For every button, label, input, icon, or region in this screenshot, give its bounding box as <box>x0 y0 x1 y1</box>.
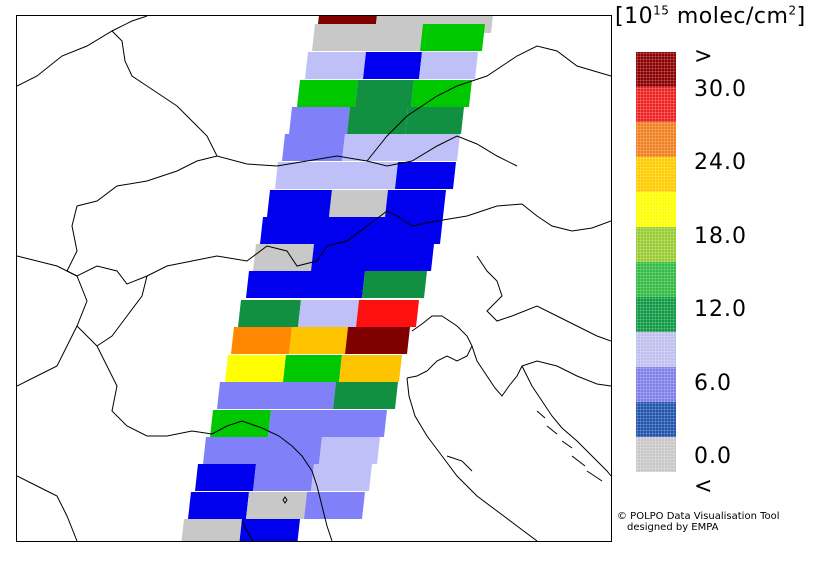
border-swiss-west <box>66 205 148 285</box>
border-austria-italy <box>411 203 611 232</box>
swath-cell <box>275 162 398 189</box>
map-canvas <box>17 16 611 541</box>
swath-cell <box>217 382 336 409</box>
swath-cell <box>195 464 256 491</box>
coast-adriatic-west <box>406 377 538 541</box>
swath-cell <box>385 190 446 217</box>
country-borders <box>17 16 611 541</box>
swath-cell <box>355 80 414 107</box>
legend-swatch <box>636 52 676 87</box>
swath-cell <box>333 382 398 409</box>
swath-cell <box>225 355 286 382</box>
legend-swatch <box>636 297 676 332</box>
swath-cell <box>405 107 464 134</box>
swath-cell <box>253 464 314 491</box>
legend-swatch <box>636 332 676 367</box>
swath-cell <box>363 52 422 79</box>
swath-cell <box>246 492 307 519</box>
legend-swatch <box>636 262 676 297</box>
swath-cell <box>238 300 301 327</box>
swath-cell <box>283 355 342 382</box>
islands-dalmatia <box>536 410 603 482</box>
swath-cell <box>188 492 249 519</box>
swath-cell <box>420 24 485 51</box>
satellite-swath <box>181 16 493 541</box>
swath-cell <box>282 134 345 161</box>
swath-cell <box>339 355 402 382</box>
swath-cell <box>231 327 292 354</box>
swath-cell <box>362 271 427 298</box>
legend-swatch <box>636 402 676 437</box>
border-rhine <box>111 30 218 157</box>
swath-cell <box>268 410 387 437</box>
swath-cell <box>347 107 408 134</box>
legend-tick-label: 18.0 <box>694 224 747 249</box>
swath-cell <box>239 519 300 541</box>
credit-line-1: © POLPO Data Visualisation Tool <box>617 511 780 522</box>
corsica-north <box>241 520 254 541</box>
legend-tick-label: 24.0 <box>694 150 747 175</box>
border-france-inner-2 <box>17 475 78 541</box>
swath-cell <box>297 80 358 107</box>
border-swiss-north <box>76 135 518 207</box>
swath-cell <box>345 327 410 354</box>
swath-cell <box>210 410 271 437</box>
legend-tick-label: 30.0 <box>694 77 747 102</box>
border-italy-san-marino <box>446 455 473 472</box>
legend-swatch <box>636 192 676 227</box>
swath-cell <box>203 437 322 464</box>
credit-text: © POLPO Data Visualisation Tool designed… <box>617 511 780 533</box>
swath-cell <box>181 519 242 541</box>
legend-swatch <box>636 227 676 262</box>
legend-swatch <box>636 367 676 402</box>
legend-swatch <box>636 157 676 192</box>
border-austria-germany <box>366 45 611 162</box>
swath-cell <box>311 244 434 271</box>
border-slovenia <box>476 255 611 342</box>
map-panel <box>16 15 612 542</box>
swath-cell <box>267 190 332 217</box>
border-slovenia-croatia <box>521 360 611 387</box>
swath-cell <box>319 437 380 464</box>
swath-cell <box>342 134 460 161</box>
swath-cell <box>305 52 366 79</box>
credit-line-2: designed by EMPA <box>627 522 719 533</box>
legend-tick-label: 0.0 <box>694 444 732 469</box>
border-france-inner-3 <box>76 325 98 347</box>
coast-small-island <box>282 496 288 504</box>
swath-cell <box>298 300 359 327</box>
border-france-italy <box>96 275 213 437</box>
border-swiss-south <box>146 210 413 277</box>
coast-dalmatia <box>521 365 611 477</box>
swath-cell <box>253 244 314 271</box>
legend-swatch <box>636 122 676 157</box>
swath-cell <box>289 107 350 134</box>
legend-tick-label: 6.0 <box>694 371 732 396</box>
swath-cell <box>356 300 419 327</box>
border-france-germany <box>17 16 148 87</box>
swath-cell <box>311 464 372 491</box>
legend-swatch <box>636 437 676 472</box>
border-france-inner-1 <box>17 255 88 387</box>
coast-ligurian <box>211 420 333 541</box>
coast-adriatic-north <box>406 315 473 379</box>
swath-cell <box>312 24 423 51</box>
legend-swatch <box>636 87 676 122</box>
swath-cell <box>419 52 478 79</box>
coast-istria <box>471 345 523 397</box>
legend-unit-label: [1015 molec/cm2] <box>615 3 806 29</box>
legend-tick-label: 12.0 <box>694 297 747 322</box>
swath-cell <box>395 162 456 189</box>
legend-tick-label: < <box>694 474 714 499</box>
swath-cell <box>289 327 348 354</box>
swath-cell <box>246 271 365 298</box>
legend-tick-label: > <box>694 44 714 69</box>
swath-cell <box>329 190 388 217</box>
swath-cell <box>260 217 443 244</box>
swath-cell <box>304 492 365 519</box>
color-legend <box>636 52 676 472</box>
